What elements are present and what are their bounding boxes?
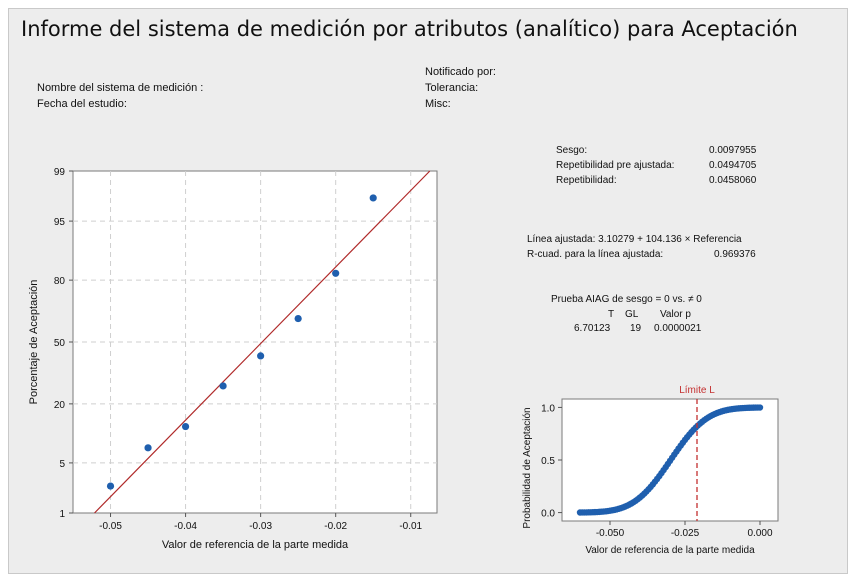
data-point (219, 382, 227, 390)
curve-point (756, 404, 764, 411)
misc-label: Misc: (425, 98, 451, 110)
acceptance-probability-plot: -0.050 -0.025 0.000 0.0 0.5 1.0 Límite L Valor … (522, 385, 779, 556)
r-squared-value: 0.969376 (714, 249, 756, 260)
reported-by-label: Notificado por: (425, 66, 496, 78)
y-tick-label: 95 (54, 217, 66, 228)
y-axis-title: Porcentaje de Aceptación (28, 280, 40, 405)
x-tick-label: -0.025 (671, 528, 700, 539)
x-axis-title: Valor de referencia de la parte medida (162, 539, 349, 551)
x-tick-label: -0.05 (99, 521, 122, 532)
data-point (144, 444, 152, 452)
y-tick-label: 50 (54, 338, 66, 349)
fit-line-equation: Línea ajustada: 3.10279 + 104.136 × Refe… (527, 234, 742, 245)
y-tick-label: 1.0 (541, 403, 555, 414)
bias-label: Sesgo: (556, 145, 588, 156)
y-tick-label: 80 (54, 276, 66, 287)
aiag-value-p: 0.0000021 (654, 323, 702, 334)
aiag-header-gl: GL (625, 309, 639, 320)
y-axis-title: Probabilidad de Aceptación (522, 407, 533, 528)
aiag-value-t: 6.70123 (574, 323, 611, 334)
x-tick-label: -0.050 (596, 528, 625, 539)
y-tick-label: 0.5 (541, 456, 555, 467)
x-tick-label: 0.000 (747, 528, 772, 539)
data-point (332, 269, 340, 277)
report-panel: Informe del sistema de medición por atri… (8, 8, 848, 574)
limit-label: Límite L (679, 385, 715, 396)
data-point (106, 482, 115, 490)
aiag-header-t: T (608, 309, 615, 320)
aiag-value-gl: 19 (630, 323, 642, 334)
x-tick-label: -0.03 (249, 521, 272, 532)
repeatability-value: 0.0458060 (709, 175, 757, 186)
y-tick-label: 0.0 (541, 509, 555, 520)
x-tick-label: -0.01 (399, 521, 422, 532)
rep-adjusted-value: 0.0494705 (709, 160, 757, 171)
x-tick-label: -0.04 (174, 521, 197, 532)
repeatability-label: Repetibilidad: (556, 175, 617, 186)
report-title: Informe del sistema de medición por atri… (21, 17, 798, 41)
fitted-line (94, 170, 431, 514)
y-tick-label: 5 (59, 459, 65, 470)
x-tick-label: -0.02 (324, 521, 347, 532)
aiag-test-title: Prueba AIAG de sesgo = 0 vs. ≠ 0 (551, 294, 702, 305)
study-date-label: Fecha del estudio: (37, 98, 127, 110)
x-axis-title: Valor de referencia de la parte medida (585, 545, 755, 556)
data-point (294, 314, 302, 323)
y-tick-label: 99 (54, 167, 66, 178)
system-name-label: Nombre del sistema de medición : (37, 82, 204, 94)
y-tick-label: 1 (59, 509, 65, 520)
r-squared-label: R-cuad. para la línea ajustada: (527, 249, 664, 260)
data-point (369, 194, 377, 202)
aiag-header-p: Valor p (660, 309, 691, 320)
y-tick-label: 20 (54, 400, 66, 411)
data-point (181, 422, 190, 431)
data-point (257, 352, 265, 360)
tolerance-label: Tolerancia: (425, 82, 479, 94)
bias-value: 0.0097955 (709, 145, 757, 156)
rep-adjusted-label: Repetibilidad pre ajustada: (556, 160, 675, 171)
probability-plot: -0.05 -0.04 -0.03 -0.02 -0.01 1 5 20 50 80 95 99 Val… (28, 167, 438, 551)
